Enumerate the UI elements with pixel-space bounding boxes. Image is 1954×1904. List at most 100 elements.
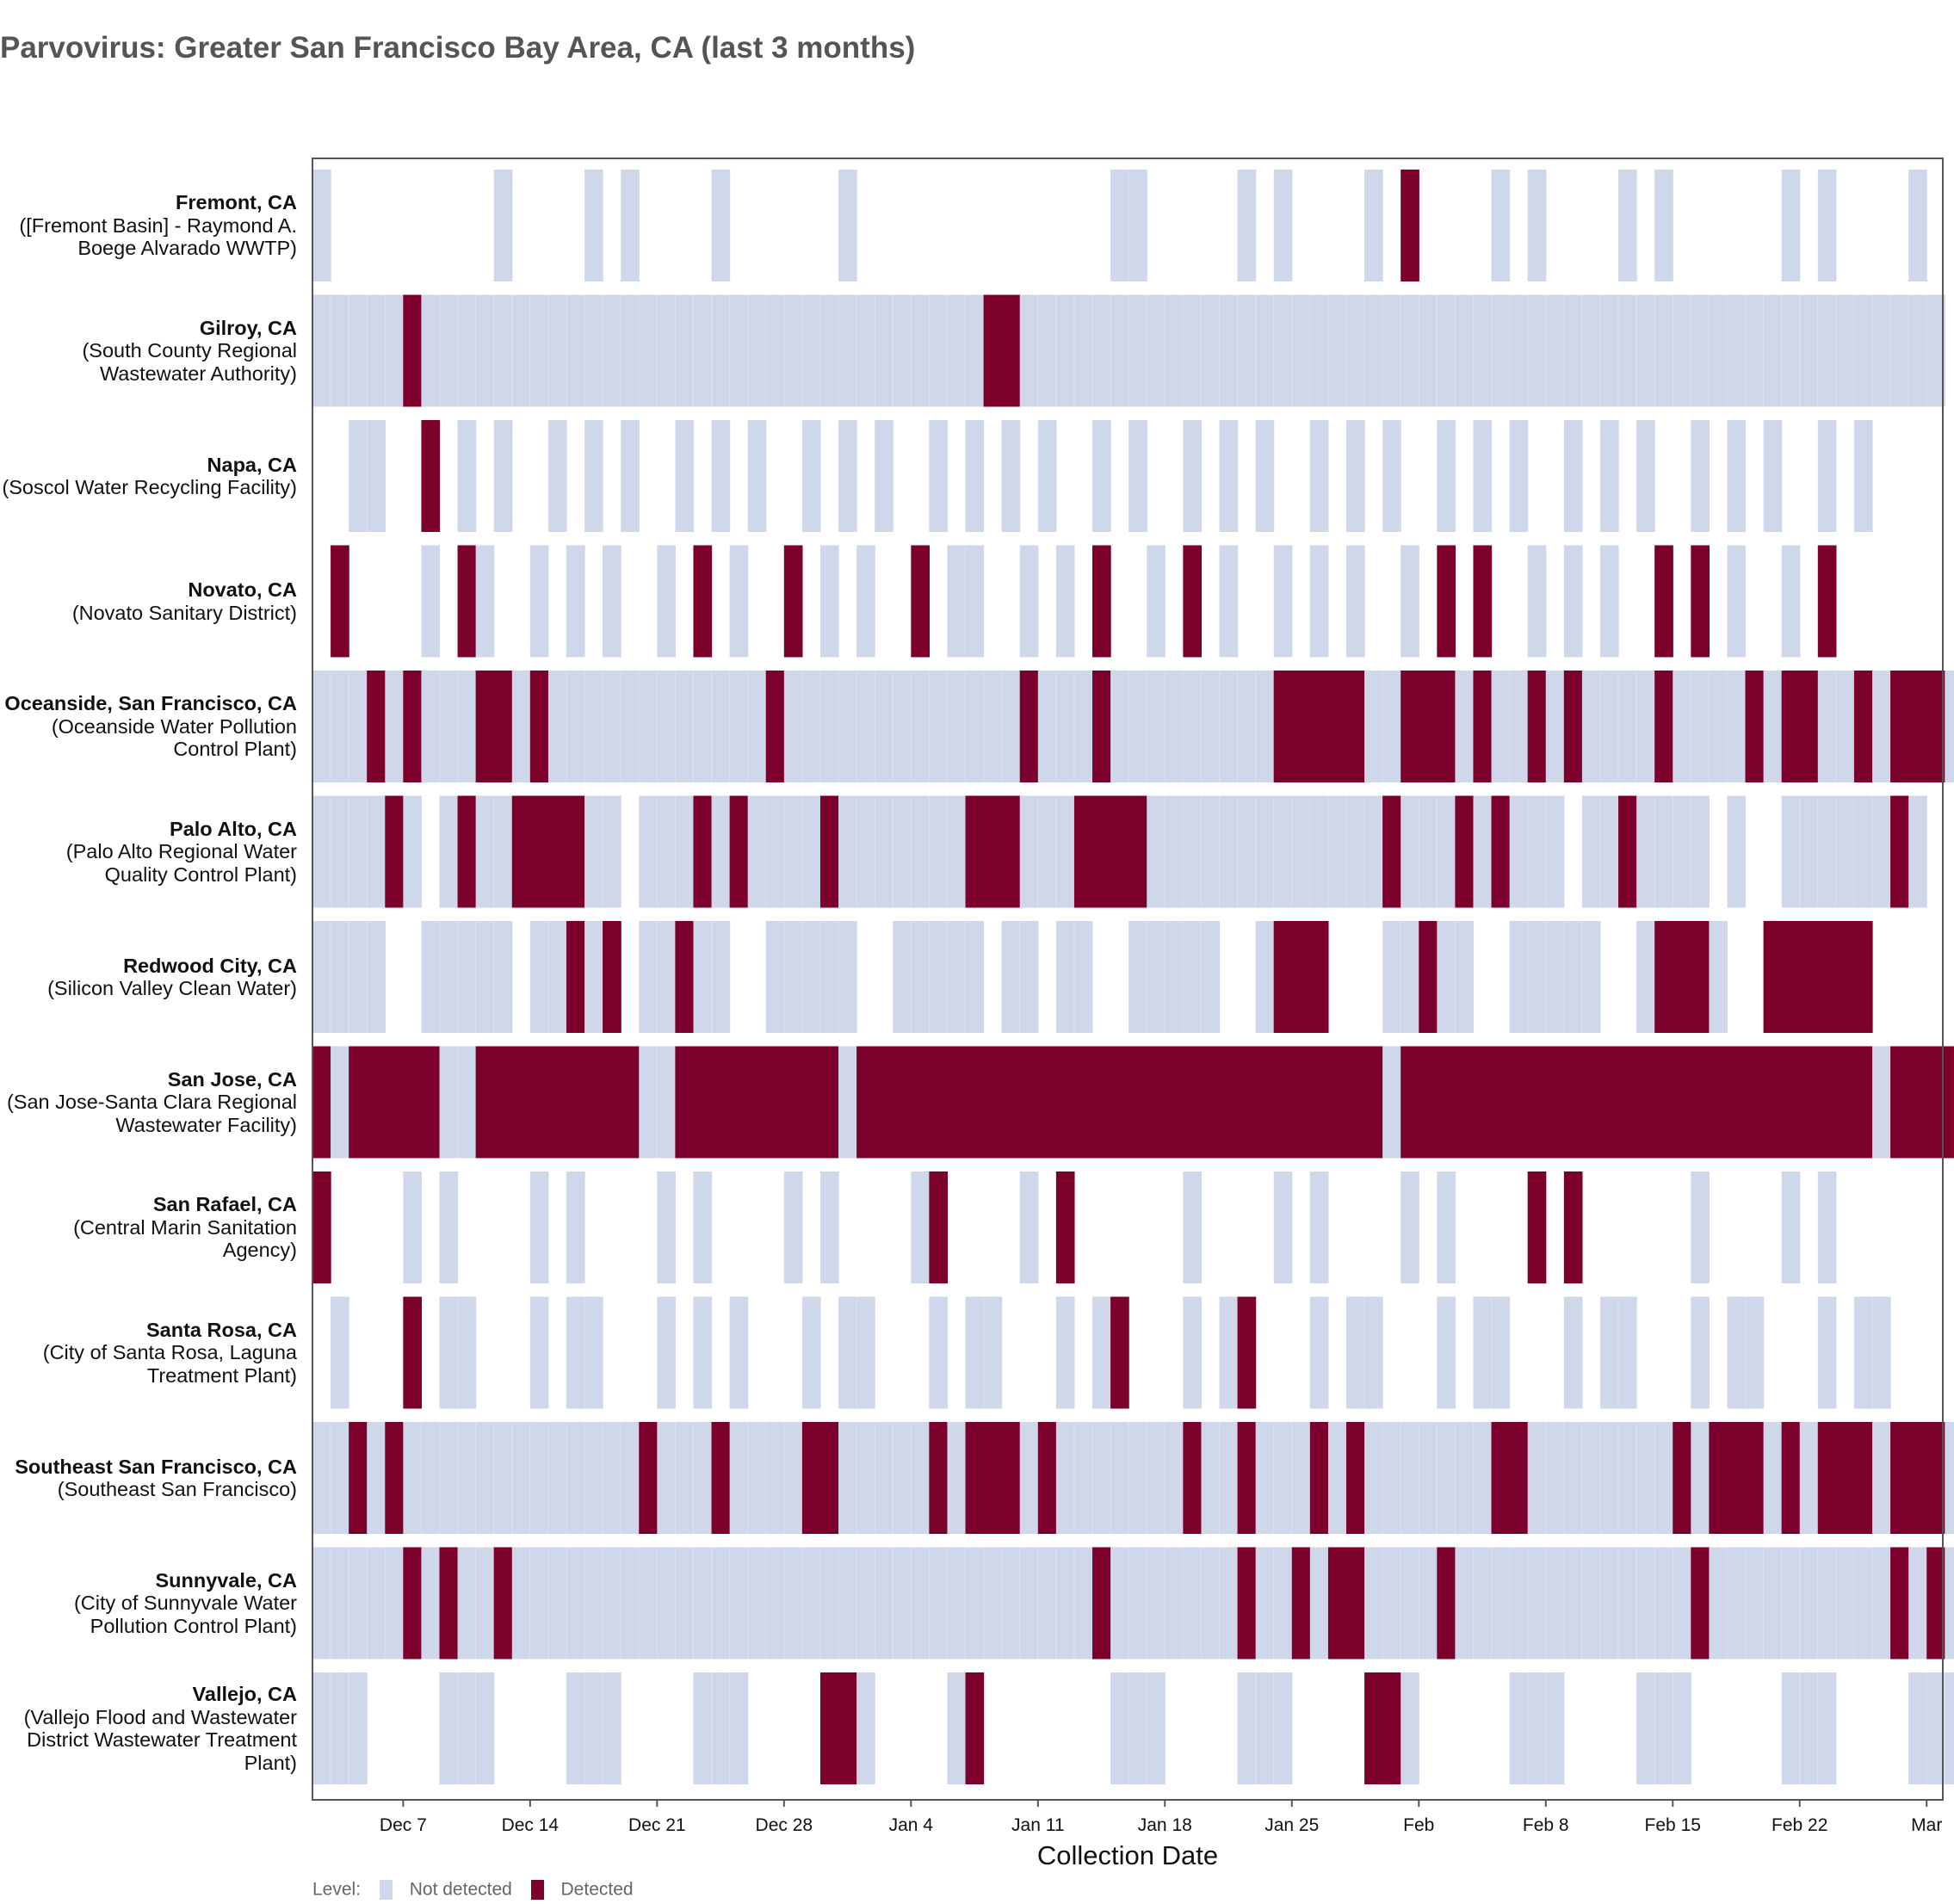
cell-not-detected	[1636, 921, 1655, 1033]
cell-detected	[385, 795, 404, 908]
cell-not-detected	[1201, 294, 1221, 407]
cell-not-detected	[493, 1422, 513, 1534]
cell-detected	[675, 921, 695, 1033]
cell-detected	[1291, 1547, 1311, 1660]
cell-not-detected	[838, 420, 857, 532]
cell-detected	[1419, 671, 1438, 782]
cell-not-detected	[1165, 921, 1184, 1033]
cell-not-detected	[947, 294, 967, 407]
cell-not-detected	[675, 671, 695, 782]
legend-swatch-not-detected	[379, 1879, 393, 1900]
cell-detected	[1890, 795, 1909, 908]
cell-not-detected	[1165, 671, 1184, 782]
cell-detected	[1853, 1422, 1873, 1534]
cell-not-detected	[457, 1547, 477, 1660]
cell-not-detected	[529, 1171, 549, 1283]
cell-detected	[1237, 1296, 1257, 1409]
cell-detected	[1419, 921, 1438, 1033]
cell-not-detected	[675, 420, 695, 532]
cell-not-detected	[1473, 294, 1493, 407]
cell-not-detected	[457, 1672, 477, 1784]
cell-not-detected	[1019, 1171, 1039, 1283]
cell-not-detected	[1237, 671, 1257, 782]
cell-not-detected	[1709, 294, 1728, 407]
cell-not-detected	[911, 671, 930, 782]
cell-detected	[1581, 1046, 1601, 1159]
cell-detected	[1001, 795, 1021, 908]
cell-not-detected	[1654, 294, 1673, 407]
cell-not-detected	[801, 1547, 821, 1660]
cell-not-detected	[801, 420, 821, 532]
cell-detected	[1563, 671, 1583, 782]
legend-label-detected: Detected	[560, 1879, 634, 1900]
cell-not-detected	[457, 420, 477, 532]
cell-detected	[1799, 671, 1819, 782]
cell-not-detected	[1527, 1547, 1547, 1660]
cell-not-detected	[983, 1547, 1003, 1660]
legend-title: Level:	[312, 1879, 362, 1900]
cell-not-detected	[1345, 420, 1365, 532]
site-label: Oceanside, San Francisco, CA (Oceanside W…	[0, 692, 297, 761]
cell-not-detected	[1128, 921, 1147, 1033]
site-name: Southeast San Francisco, CA	[15, 1455, 297, 1478]
cell-detected	[1473, 1046, 1493, 1159]
cell-not-detected	[621, 1422, 640, 1534]
cell-detected	[349, 1422, 368, 1534]
cell-not-detected	[711, 170, 731, 281]
cell-detected	[1019, 671, 1039, 782]
cell-detected	[1926, 1422, 1945, 1534]
cell-not-detected	[783, 1422, 803, 1534]
cell-not-detected	[457, 1422, 477, 1534]
cell-not-detected	[1255, 1672, 1275, 1784]
cell-not-detected	[1201, 921, 1221, 1033]
cell-detected	[1853, 671, 1873, 782]
cell-not-detected	[1037, 294, 1057, 407]
cell-not-detected	[621, 420, 640, 532]
cell-detected	[1327, 1547, 1347, 1660]
cell-not-detected	[1345, 1296, 1365, 1409]
cell-not-detected	[1364, 170, 1383, 281]
cell-not-detected	[312, 921, 331, 1033]
cell-not-detected	[511, 671, 531, 782]
cell-not-detected	[838, 1046, 857, 1159]
cell-not-detected	[1872, 1547, 1891, 1660]
cell-not-detected	[1853, 1547, 1873, 1660]
cell-not-detected	[1727, 1296, 1747, 1409]
cell-not-detected	[1509, 294, 1529, 407]
cell-detected	[1745, 671, 1765, 782]
cell-not-detected	[331, 1046, 349, 1159]
x-tick-label: Jan 25	[1265, 1815, 1319, 1835]
cell-not-detected	[1817, 170, 1837, 281]
cell-detected	[1853, 1046, 1873, 1159]
cell-not-detected	[1491, 294, 1511, 407]
cell-detected	[1165, 1046, 1184, 1159]
cell-not-detected	[1327, 795, 1347, 908]
cell-not-detected	[1945, 1672, 1954, 1784]
site-label: Gilroy, CA (South County Regional Wastewa…	[0, 317, 297, 386]
site-name: Novato, CA	[188, 578, 297, 601]
cell-detected	[819, 1672, 839, 1784]
cell-detected	[331, 545, 349, 658]
cell-not-detected	[1527, 795, 1547, 908]
cell-not-detected	[1691, 1296, 1710, 1409]
cell-not-detected	[639, 294, 658, 407]
cell-detected	[947, 1046, 967, 1159]
cell-not-detected	[929, 1296, 949, 1409]
cell-not-detected	[693, 921, 713, 1033]
cell-not-detected	[1183, 671, 1203, 782]
cell-not-detected	[312, 1547, 331, 1660]
cell-not-detected	[566, 671, 585, 782]
cell-not-detected	[711, 294, 731, 407]
cell-not-detected	[367, 420, 386, 532]
cell-detected	[783, 545, 803, 658]
cell-not-detected	[657, 545, 676, 658]
cell-not-detected	[603, 671, 621, 782]
cell-detected	[893, 1046, 912, 1159]
x-tick-label: Feb 22	[1772, 1815, 1827, 1835]
cell-not-detected	[1273, 294, 1293, 407]
cell-not-detected	[1727, 294, 1747, 407]
cell-detected	[1781, 1046, 1801, 1159]
cell-not-detected	[1147, 294, 1166, 407]
cell-detected	[1345, 1422, 1365, 1534]
cell-not-detected	[529, 294, 549, 407]
